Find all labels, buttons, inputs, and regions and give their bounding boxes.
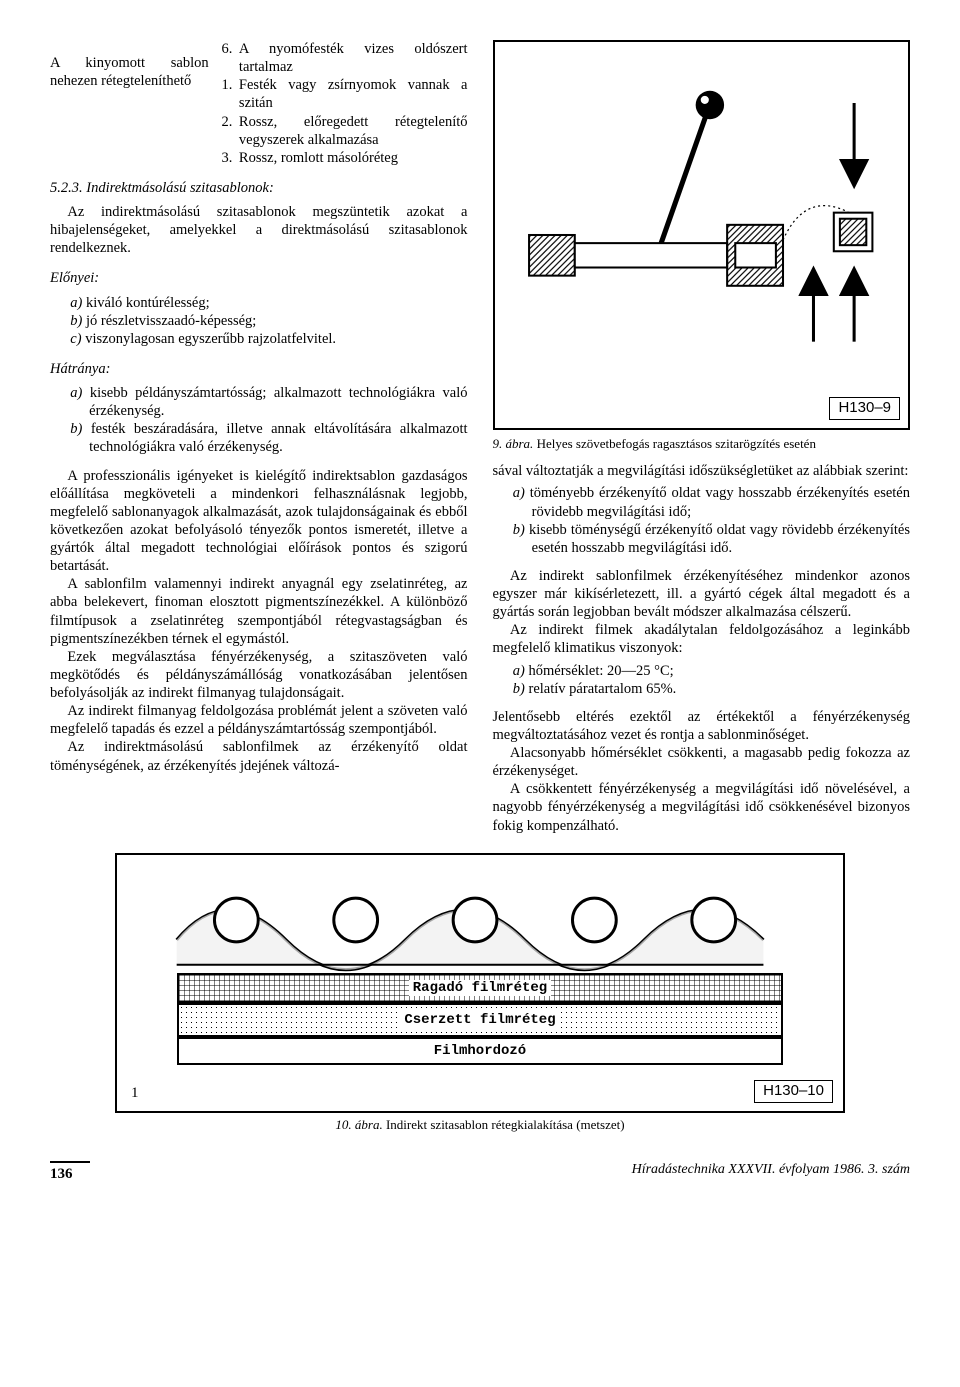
list-item: b) kisebb töménységű érzékenyítő oldat v… [513,521,910,557]
layer-top-label: Ragadó filmréteg [409,980,551,996]
section-523-para: Az indirektmásolású szitasablonok megszü… [50,203,468,257]
right-list-1: a) töményebb érzékenyítő oldat vagy hoss… [513,484,910,557]
list-item: b) jó részletvisszaadó-képesség; [70,312,467,330]
causes-item: Festék vagy zsírnyomok vannak a szitán [236,76,467,112]
item-label: c) [70,331,81,347]
layer-bot: Filmhordozó [177,1037,783,1065]
item-label: a) [70,385,82,401]
item-label: b) [513,681,525,697]
item-label: a) [513,663,525,679]
body-para: Jelentősebb eltérés ezektől az értékektő… [493,708,911,744]
list-item: a) kiváló kontúrélesség; [70,294,467,312]
body-para: Az indirekt filmanyag feldolgozása probl… [50,702,468,738]
item-text: kisebb töménységű érzékenyítő oldat vagy… [529,522,910,556]
list-item: a) töményebb érzékenyítő oldat vagy hoss… [513,484,910,520]
body-para: A professzionális igényeket is kielégítő… [50,467,468,576]
disadvantages-list: a) kisebb példányszámtartósság; alkalmaz… [70,384,467,457]
figure-10: Ragadó filmréteg Cserzett filmréteg Film… [115,853,845,1113]
figure-9-caption: 9. ábra. Helyes szövetbefogás ragasztáso… [493,436,911,452]
item-label: b) [513,522,525,538]
item-text: kiváló kontúrélesség; [86,295,210,311]
figure-10-label: H130–10 [754,1080,833,1103]
body-para: Az indirekt sablonfilmek érzékenyítéséhe… [493,567,911,621]
advantages-heading: Előnyei: [50,269,468,287]
item-text: viszonylagosan egyszerűbb rajzolatfelvit… [85,331,336,347]
figure-10-caption-prefix: 10. ábra. [335,1117,382,1132]
list-item: b) relatív páratartalom 65%. [513,680,910,698]
causes-left-text: A kinyomott sablon nehezen rétegtele­nít… [50,55,209,89]
layer-mid-label: Cserzett filmréteg [400,1012,559,1028]
page-footer: 136 Híradástechnika XXXVII. évfolyam 198… [50,1161,910,1184]
body-para: Ezek megválasztása fényérzékenység, a sz… [50,648,468,702]
item-text: relatív páratartalom 65%. [529,681,677,697]
figure-9-svg [495,42,909,428]
item-label: a) [70,295,82,311]
item-text: hőmérséklet: 20—25 °C; [529,663,674,679]
list-item: c) viszonylagosan egyszerűbb rajzolatfel… [70,330,467,348]
right-lead-para: sával változtatják a megvilágítási idősz… [493,462,911,480]
page-number: 136 [50,1161,90,1184]
right-list-2: a) hőmérséklet: 20—25 °C; b) relatív pár… [513,662,910,698]
layer-mid: Cserzett filmréteg [177,1003,783,1037]
causes-list: A nyomófesték vizes oldó­szert tartalmaz [219,40,468,76]
figure-9-label: H130–9 [829,397,900,420]
list-item: a) hőmérséklet: 20—25 °C; [513,662,910,680]
figure-9: H130–9 [493,40,911,430]
item-text: töményebb érzékenyítő oldat vagy hosszab… [530,485,910,519]
list-item: b) festék beszáradására, illetve annak e… [70,420,467,456]
figure-9-caption-text: Helyes szövetbefogás ragasztásos szitarö… [537,436,816,451]
body-para: Alacsonyabb hőmérséklet csökkenti, a mag… [493,744,911,780]
layer-bot-label: Filmhordozó [434,1043,526,1059]
journal-info: Híradástechnika XXXVII. évfolyam 1986. 3… [632,1161,910,1184]
disadvantages-heading: Hátránya: [50,360,468,378]
item-text: festék beszáradására, illetve annak eltá… [89,421,467,455]
layer-top: Ragadó filmréteg [177,973,783,1003]
causes-list-2: Festék vagy zsírnyomok vannak a szitán R… [219,76,468,167]
causes-item: Rossz, előregedett rétegtele­nítő vegysz… [236,113,467,149]
figure-10-top-svg [117,865,843,975]
right-column: H130–9 9. ábra. Helyes szövetbefogás rag… [493,40,911,835]
body-para: A csökkentett fényérzékenység a megvilág… [493,780,911,834]
item-text: kisebb példányszámtartósság; alkalmazott… [89,385,467,419]
figure-10-wrap: Ragadó filmréteg Cserzett filmréteg Film… [115,853,845,1133]
figure-10-caption: 10. ábra. Indirekt szitasablon rétegkial… [115,1117,845,1133]
causes-left-cell: A kinyomott sablon nehezen rétegtele­nít… [50,40,209,167]
figure-10-caption-text: Indirekt szitasablon rétegkialakítása (m… [386,1117,625,1132]
causes-item: A nyomófesték vizes oldó­szert tartalmaz [236,40,467,76]
item-label: b) [70,421,82,437]
list-item: a) kisebb példányszámtartósság; alkalmaz… [70,384,467,420]
causes-table: A kinyomott sablon nehezen rétegtele­nít… [50,40,468,167]
body-para: Az indirekt filmek akadálytalan feldolgo… [493,621,911,657]
figure-9-caption-prefix: 9. ábra. [493,436,534,451]
item-label: a) [513,485,525,501]
causes-item: Rossz, romlott másolóréteg [236,149,467,167]
section-523-heading: 5.2.3. Indirektmásolású szitasablonok: [50,179,468,197]
item-label: b) [70,313,82,329]
advantages-list: a) kiváló kontúrélesség; b) jó részletvi… [70,294,467,348]
figure-10-corner: 1 [131,1084,139,1103]
body-para: Az indirektmásolású sablonfilmek az érzé… [50,738,468,774]
causes-right-cell: A nyomófesték vizes oldó­szert tartalmaz… [219,40,468,167]
left-column: A kinyomott sablon nehezen rétegtele­nít… [50,40,468,835]
main-columns: A kinyomott sablon nehezen rétegtele­nít… [50,40,910,835]
body-para: A sablonfilm valamennyi indirekt anyagná… [50,575,468,648]
item-text: jó részletvisszaadó-képesség; [86,313,256,329]
